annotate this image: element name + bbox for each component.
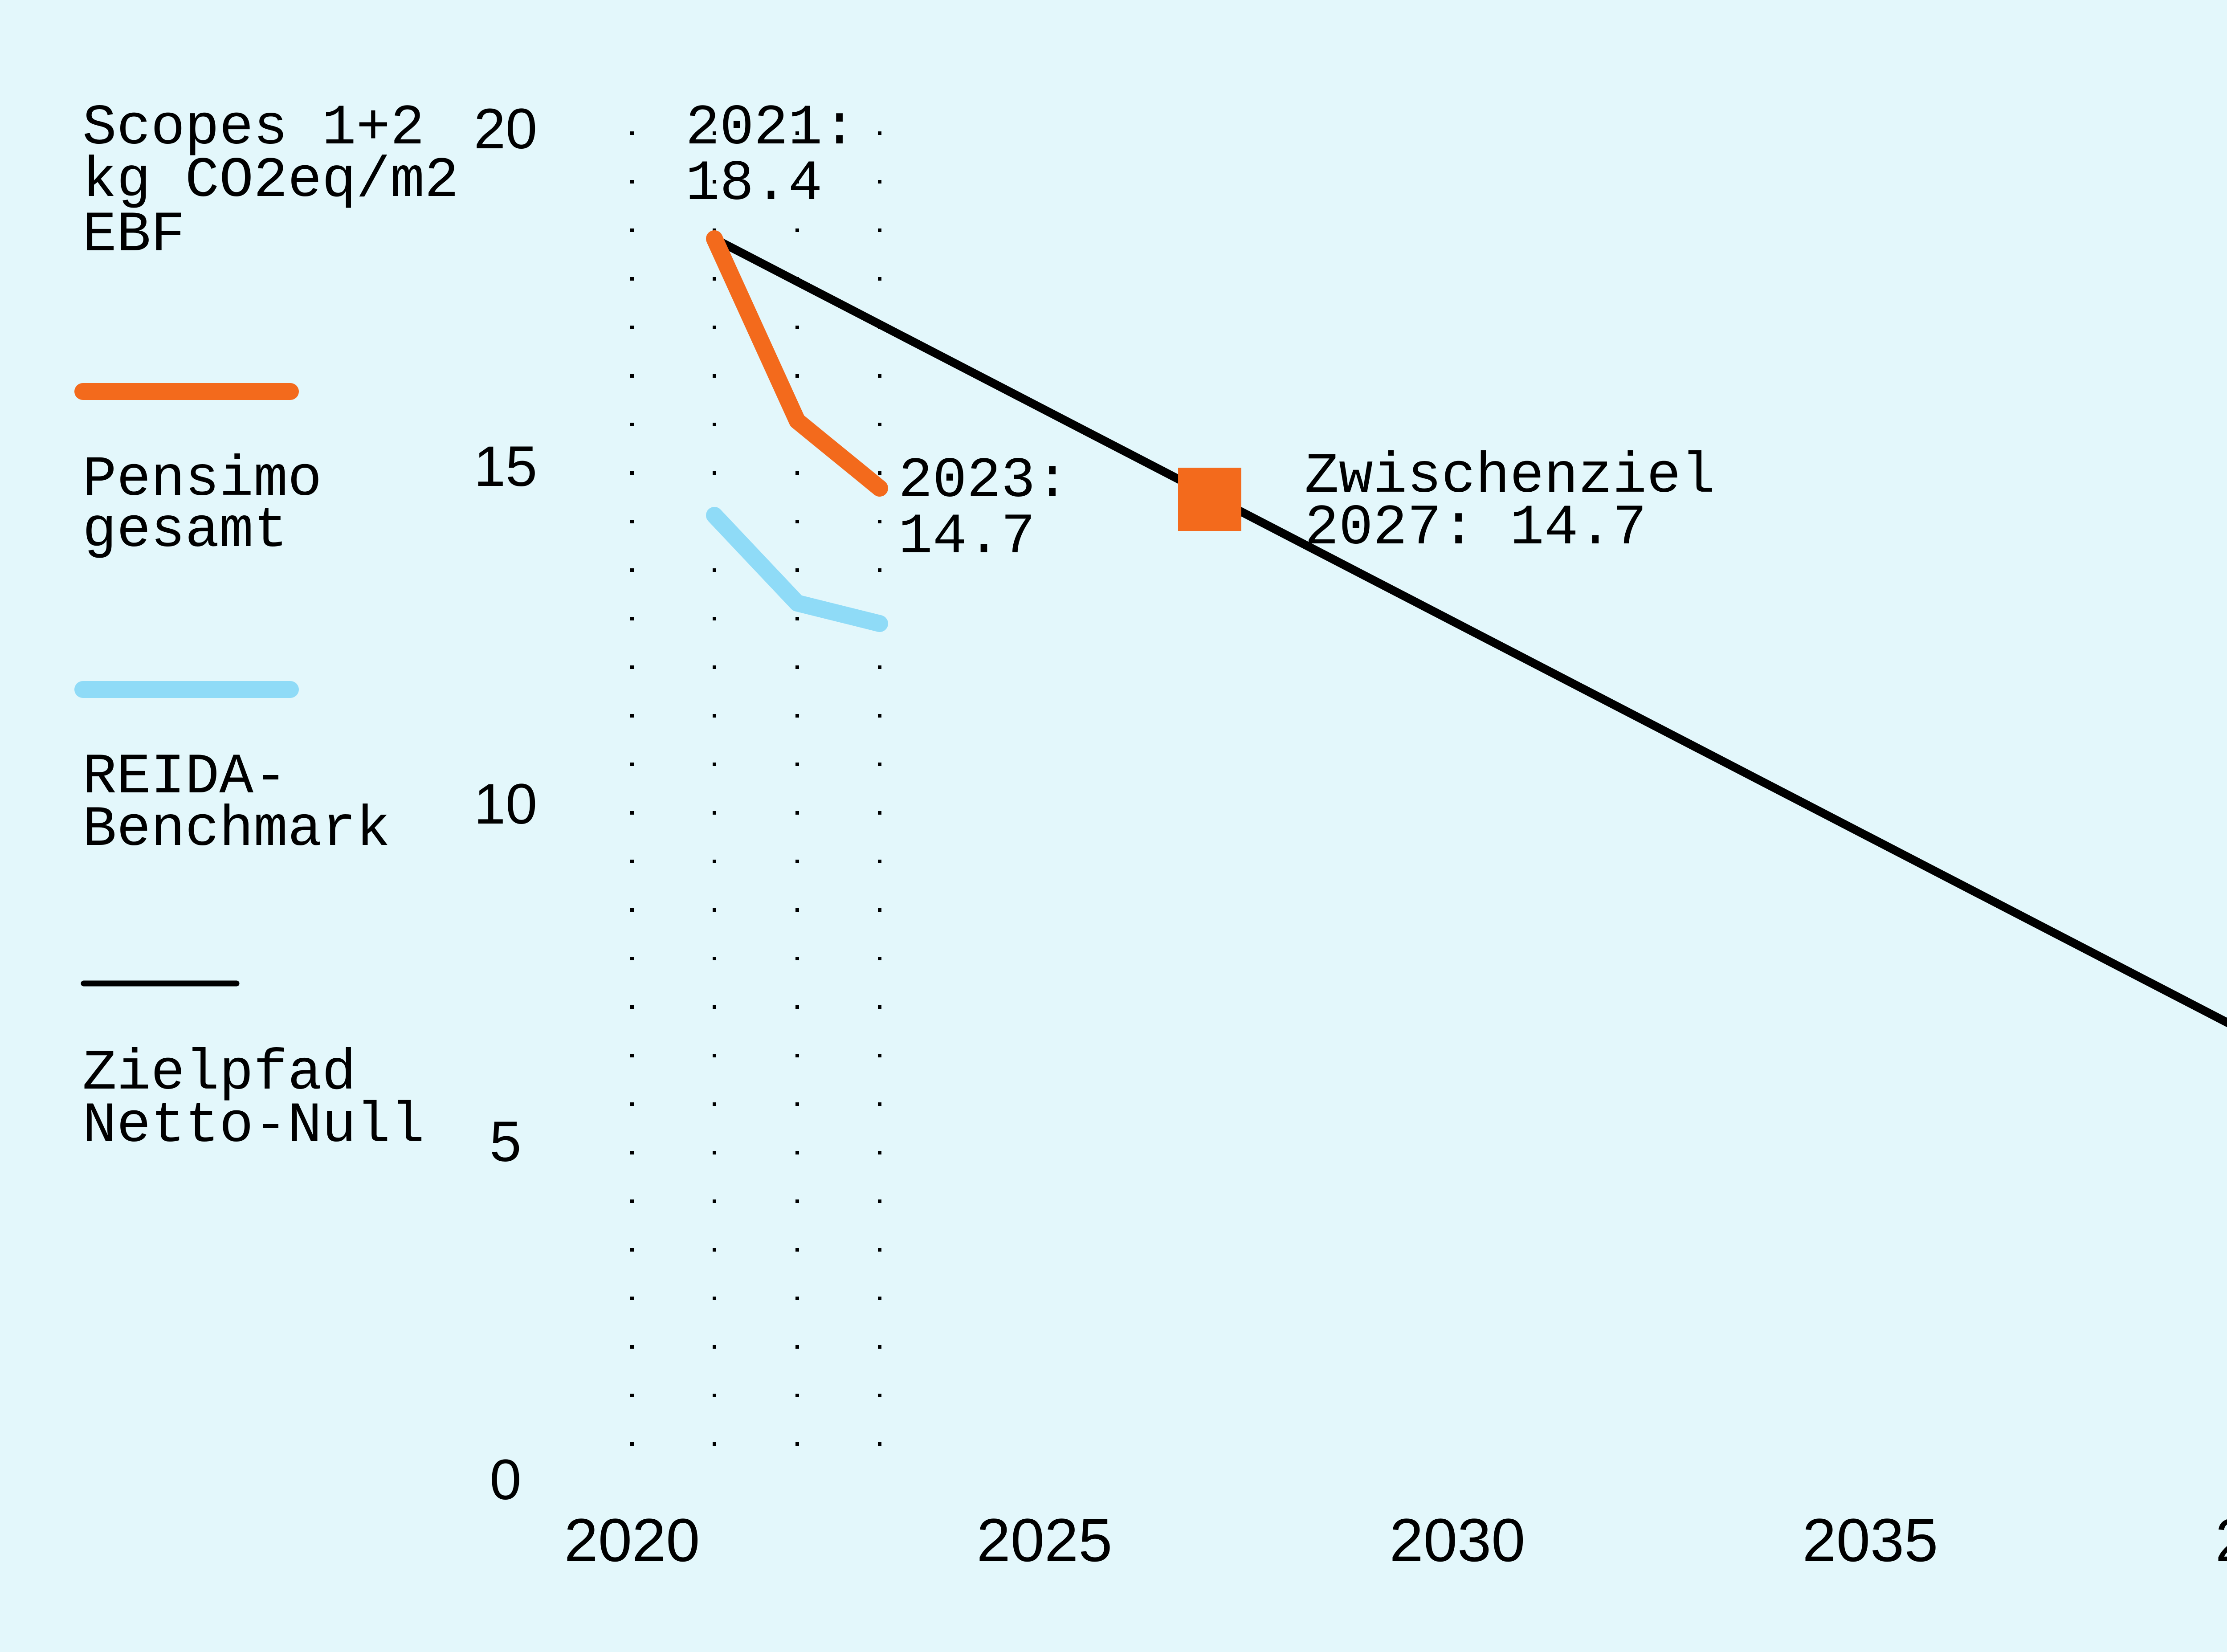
svg-text:EBF: EBF <box>82 203 185 268</box>
svg-text:18.4: 18.4 <box>685 152 822 216</box>
svg-text:2021:: 2021: <box>685 96 857 161</box>
svg-text:10: 10 <box>474 772 537 836</box>
svg-text:2030: 2030 <box>1390 1506 1525 1574</box>
svg-text:15: 15 <box>474 435 537 498</box>
svg-text:gesamt: gesamt <box>82 499 288 563</box>
svg-text:14.7: 14.7 <box>898 505 1035 570</box>
svg-text:2040: 2040 <box>2215 1506 2227 1574</box>
svg-text:0: 0 <box>489 1448 521 1512</box>
svg-text:2027: 14.7: 2027: 14.7 <box>1305 496 1647 561</box>
svg-text:5: 5 <box>489 1110 521 1174</box>
svg-text:20: 20 <box>474 97 537 161</box>
svg-text:Benchmark: Benchmark <box>82 798 390 862</box>
svg-text:2025: 2025 <box>977 1506 1113 1574</box>
svg-text:2020: 2020 <box>564 1506 700 1574</box>
svg-text:2035: 2035 <box>1803 1506 1938 1574</box>
svg-text:2023:: 2023: <box>898 449 1069 514</box>
svg-text:Netto-Null: Netto-Null <box>82 1094 424 1158</box>
